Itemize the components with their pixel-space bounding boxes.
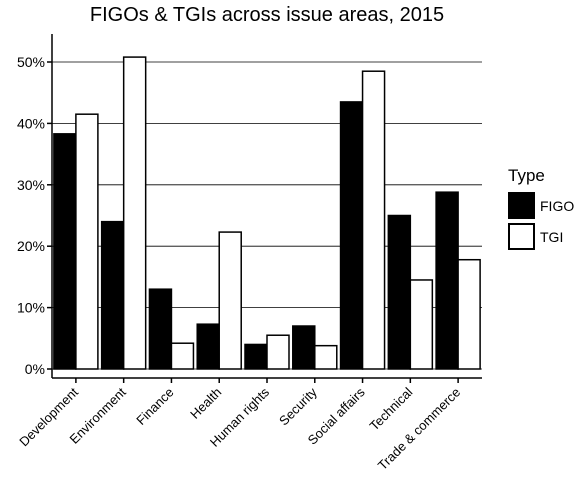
legend: Type FIGO TGI	[508, 166, 574, 252]
legend-swatch-tgi	[508, 223, 535, 250]
bar-tgi	[170, 342, 195, 370]
legend-label-figo: FIGO	[540, 197, 575, 214]
y-axis-ticks: 0% 10% 20% 30% 40% 50%	[17, 54, 52, 377]
bar-tgi	[266, 334, 290, 370]
bar-tgi	[409, 279, 434, 370]
bar-tgi	[361, 70, 386, 370]
bar-tgi	[457, 258, 481, 370]
chart-title: FIGOs & TGIs across issue areas, 2015	[89, 4, 445, 26]
legend-item-tgi: TGI	[508, 221, 574, 252]
bar-figo	[387, 214, 412, 370]
legend-item-figo: FIGO	[508, 190, 574, 221]
legend-title: Type	[508, 166, 545, 185]
bar-figo	[148, 288, 173, 370]
bar-tgi	[122, 56, 147, 370]
x-tick-label: Trade & commerce	[375, 385, 463, 473]
y-tick-label: 0%	[25, 361, 45, 377]
y-tick-label: 10%	[17, 300, 45, 316]
y-tick-label: 30%	[17, 177, 45, 193]
y-tick-label: 20%	[17, 238, 45, 254]
x-tick-label: Security	[276, 384, 320, 428]
bar-figo	[244, 343, 268, 370]
bar-figo	[100, 220, 125, 370]
bar-tgi	[314, 344, 338, 370]
x-tick-label: Technical	[367, 384, 416, 433]
bar-figo	[53, 133, 77, 370]
y-tick-label: 50%	[17, 54, 45, 70]
x-tick-label: Health	[187, 385, 224, 422]
bar-figo	[292, 325, 316, 370]
bar-tgi	[218, 231, 242, 370]
bar-figo	[339, 101, 364, 370]
x-tick-label: Finance	[133, 385, 176, 428]
bar-figo	[435, 191, 459, 370]
legend-swatch-figo	[508, 192, 535, 219]
bar-tgi	[75, 113, 99, 370]
legend-label-tgi: TGI	[540, 228, 564, 245]
y-tick-label: 40%	[17, 115, 45, 131]
bar-figo	[196, 323, 220, 370]
bars	[53, 56, 481, 370]
